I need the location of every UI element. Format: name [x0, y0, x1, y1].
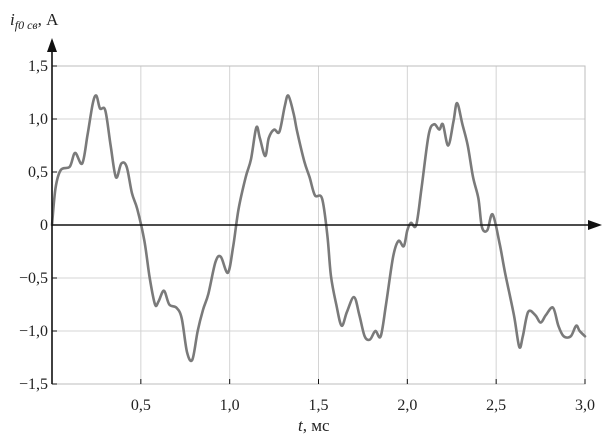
y-tick-label: 0 [40, 217, 48, 234]
y-axis-label: if0 св, А [10, 10, 59, 32]
y-tick-label: −1,5 [19, 376, 48, 393]
x-axis-arrow [588, 220, 602, 230]
x-tick-label: 2,5 [486, 397, 506, 414]
x-axis-label-var: t [298, 416, 304, 435]
tick-labels: 1,5 1,0 0,5 0 −0,5 −1,0 −1,5 0,5 1,0 1,5 2,0 2,5 3,0 [19, 58, 595, 414]
y-tick-label: 0,5 [28, 164, 48, 181]
y-tick-label: −0,5 [19, 270, 48, 287]
y-axis-label-var: i [10, 10, 15, 29]
y-axis-label-sub: f0 св [15, 18, 38, 32]
x-tick-label: 1,5 [309, 397, 329, 414]
y-tick-label: 1,0 [28, 111, 48, 128]
axes [47, 38, 602, 384]
y-axis-arrow [47, 38, 57, 52]
x-tick-label: 3,0 [575, 397, 595, 414]
y-tick-label: 1,5 [28, 58, 48, 75]
series-layer [50, 94, 587, 363]
y-tick-label: −1,0 [19, 323, 48, 340]
x-tick-label: 2,0 [397, 397, 417, 414]
x-tick-label: 1,0 [220, 397, 240, 414]
series-line [50, 94, 587, 363]
x-axis-label-unit: , мс [303, 416, 330, 435]
y-axis-label-unit: , А [38, 10, 60, 29]
x-tick-label: 0,5 [131, 397, 151, 414]
x-axis-label: t, мс [298, 416, 330, 435]
